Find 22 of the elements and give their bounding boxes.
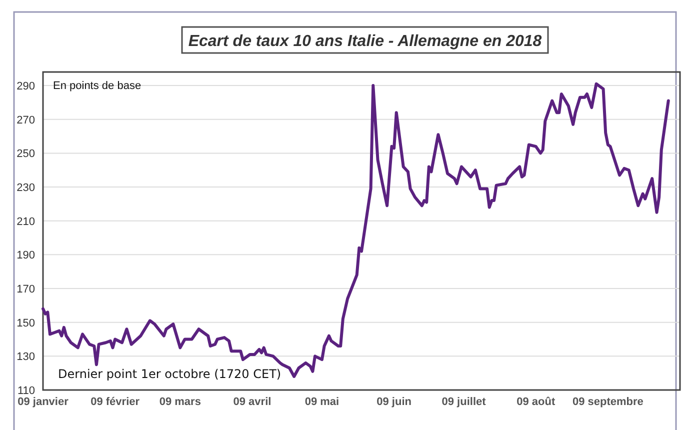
x-tick-label: 09 avril — [233, 396, 272, 408]
y-tick-label: 190 — [16, 250, 35, 262]
x-tick-label: 09 juillet — [442, 396, 486, 408]
x-tick-label: 09 juin — [376, 396, 412, 408]
y-tick-label: 230 — [16, 182, 35, 194]
x-tick-label: 09 janvier — [18, 396, 70, 408]
annotation: Dernier point 1er octobre (1720 CET) — [58, 367, 282, 381]
y-tick-label: 290 — [16, 80, 35, 93]
y-tick-label: 150 — [16, 317, 35, 330]
x-tick-label: 09 septembre — [572, 396, 644, 408]
x-tick-label: 09 février — [90, 396, 140, 408]
x-tick-label: 09 mars — [159, 396, 201, 408]
y-tick-label: 170 — [16, 284, 35, 296]
y-tick-label: 270 — [16, 114, 35, 126]
annotation: En points de base — [53, 80, 142, 92]
x-tick-label: 09 mai — [304, 396, 340, 408]
y-tick-label: 210 — [16, 216, 35, 228]
chart-title: Ecart de taux 10 ans Italie - Allemagne en 2018 — [188, 33, 542, 50]
x-tick-label: 09 août — [516, 396, 556, 408]
y-tick-label: 250 — [16, 148, 35, 160]
y-tick-label: 130 — [16, 351, 35, 364]
y-tick-label: 110 — [17, 385, 35, 397]
